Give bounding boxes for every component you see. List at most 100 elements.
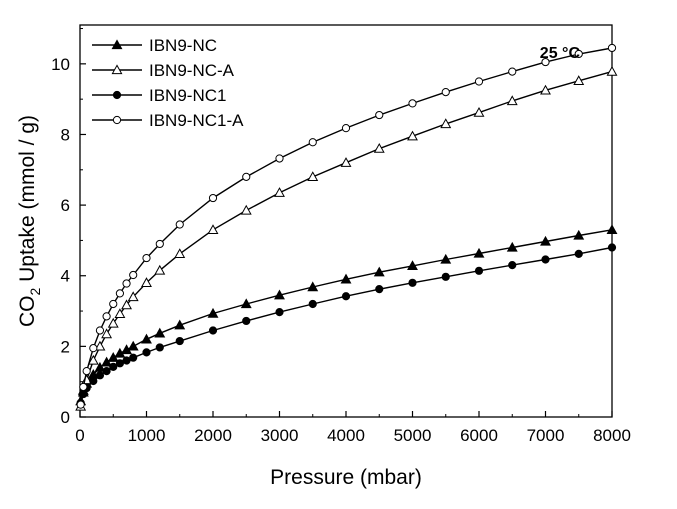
data-point-ibn9-nc-a xyxy=(373,142,385,153)
x-tick-label: 2000 xyxy=(194,426,232,445)
y-axis-title: CO2 Uptake (mmol / g) xyxy=(16,115,43,327)
x-axis-title: Pressure (mbar) xyxy=(270,466,422,489)
data-point-ibn9-nc1 xyxy=(142,348,151,357)
legend-item-ibn9-nc-a: IBN9-NC-A xyxy=(92,61,235,80)
data-point-ibn9-nc-a xyxy=(540,84,551,95)
series-ibn9-nc xyxy=(75,224,618,406)
data-point-ibn9-nc1 xyxy=(155,343,164,352)
series-ibn9-nc1-a xyxy=(76,43,617,409)
y-axis: 0 2 4 6 8 10 xyxy=(51,28,86,427)
data-point-ibn9-nc xyxy=(127,340,139,351)
data-point-ibn9-nc-a xyxy=(240,204,252,215)
data-point-ibn9-nc-a xyxy=(101,328,113,339)
data-point-ibn9-nc xyxy=(540,235,551,246)
x-tick-label: 8000 xyxy=(593,426,631,445)
data-point-ibn9-nc1-a xyxy=(474,77,484,86)
data-point-ibn9-nc1 xyxy=(89,376,98,386)
data-point-ibn9-nc1-a xyxy=(375,110,384,120)
series-ibn9-nc1 xyxy=(76,243,617,407)
data-point-ibn9-nc xyxy=(274,289,285,300)
y-tick-label: 10 xyxy=(51,55,70,74)
y-tick-label: 6 xyxy=(61,196,70,215)
data-point-ibn9-nc-a xyxy=(114,308,126,319)
x-tick-label: 3000 xyxy=(261,426,299,445)
x-tick-label: 4000 xyxy=(327,426,365,445)
data-point-ibn9-nc1 xyxy=(129,353,138,362)
data-point-ibn9-nc1 xyxy=(508,261,517,270)
data-point-ibn9-nc1-a xyxy=(79,382,88,392)
x-axis: 0 1000 2000 3000 4000 5000 6000 7000 8000 xyxy=(75,411,631,445)
legend-item-ibn9-nc1: IBN9-NC1 xyxy=(92,86,226,105)
data-point-ibn9-nc1 xyxy=(122,356,131,365)
data-point-ibn9-nc1-a xyxy=(115,289,125,298)
data-point-ibn9-nc1 xyxy=(109,362,118,371)
data-point-ibn9-nc xyxy=(174,319,186,330)
series-layer xyxy=(75,43,618,411)
temperature-annotation: 25 °C xyxy=(540,45,581,62)
data-point-ibn9-nc1-a xyxy=(89,344,98,353)
data-point-ibn9-nc1-a xyxy=(95,326,105,335)
legend-label: IBN9-NC xyxy=(149,36,217,55)
x-tick-label: 6000 xyxy=(460,426,498,445)
y-axis-title-suffix: Uptake (mmol / g) xyxy=(16,115,39,288)
y-axis-title-prefix: CO xyxy=(16,296,39,328)
y-tick-label: 8 xyxy=(61,125,70,144)
data-point-ibn9-nc1 xyxy=(375,285,384,294)
data-point-ibn9-nc1 xyxy=(441,272,450,281)
x-tick-label: 1000 xyxy=(128,426,166,445)
legend-item-ibn9-nc1-a: IBN9-NC1-A xyxy=(92,111,244,130)
plot-frame xyxy=(79,24,613,418)
data-point-ibn9-nc xyxy=(506,241,518,252)
series-line-ibn9-nc xyxy=(80,229,613,402)
data-point-ibn9-nc-a xyxy=(207,224,219,235)
data-point-ibn9-nc1-a xyxy=(408,99,417,108)
data-point-ibn9-nc xyxy=(373,266,385,277)
data-point-ibn9-nc1 xyxy=(341,292,351,301)
x-tick-label: 7000 xyxy=(527,426,565,445)
data-point-ibn9-nc1-a xyxy=(341,124,351,133)
y-tick-label: 4 xyxy=(61,267,70,286)
data-point-ibn9-nc xyxy=(307,281,319,292)
data-point-ibn9-nc1 xyxy=(275,308,284,317)
data-point-ibn9-nc-a xyxy=(407,130,418,141)
data-point-ibn9-nc-a xyxy=(107,317,119,328)
data-point-ibn9-nc xyxy=(240,298,252,309)
data-point-ibn9-nc xyxy=(340,273,352,284)
legend-marker xyxy=(111,39,123,50)
data-point-ibn9-nc1-a xyxy=(175,220,184,229)
data-point-ibn9-nc1 xyxy=(208,326,218,335)
legend-item-ibn9-nc: IBN9-NC xyxy=(92,36,217,55)
data-point-ibn9-nc-a xyxy=(94,340,106,351)
data-point-ibn9-nc1 xyxy=(474,266,484,275)
data-point-ibn9-nc1-a xyxy=(76,400,85,409)
data-point-ibn9-nc-a xyxy=(440,118,452,129)
data-point-ibn9-nc-a xyxy=(307,171,319,182)
data-point-ibn9-nc1 xyxy=(175,336,184,346)
legend-marker xyxy=(112,115,122,125)
data-point-ibn9-nc1-a xyxy=(82,366,91,376)
data-point-ibn9-nc xyxy=(573,229,585,240)
data-point-ibn9-nc xyxy=(141,333,152,344)
data-point-ibn9-nc1-a xyxy=(129,270,138,280)
data-point-ibn9-nc1 xyxy=(408,278,417,287)
data-point-ibn9-nc-a xyxy=(274,187,285,197)
data-point-ibn9-nc1 xyxy=(95,371,105,380)
data-point-ibn9-nc1 xyxy=(607,243,617,252)
data-point-ibn9-nc xyxy=(407,260,418,271)
data-point-ibn9-nc-a xyxy=(473,106,485,117)
data-point-ibn9-nc-a xyxy=(174,248,186,259)
data-point-ibn9-nc1 xyxy=(574,249,583,258)
data-point-ibn9-nc xyxy=(154,327,166,338)
data-point-ibn9-nc-a xyxy=(340,157,352,167)
data-point-ibn9-nc1-a xyxy=(508,67,517,76)
data-point-ibn9-nc1-a xyxy=(441,87,450,97)
data-point-ibn9-nc1 xyxy=(102,366,111,376)
data-point-ibn9-nc1-a xyxy=(208,193,218,203)
data-point-ibn9-nc xyxy=(207,307,219,318)
data-point-ibn9-nc1 xyxy=(115,359,125,368)
data-point-ibn9-nc1 xyxy=(242,316,251,326)
data-point-ibn9-nc1-a xyxy=(308,138,317,147)
data-point-ibn9-nc-a xyxy=(127,291,139,302)
data-point-ibn9-nc1-a xyxy=(242,172,251,181)
data-point-ibn9-nc1-a xyxy=(607,43,617,53)
